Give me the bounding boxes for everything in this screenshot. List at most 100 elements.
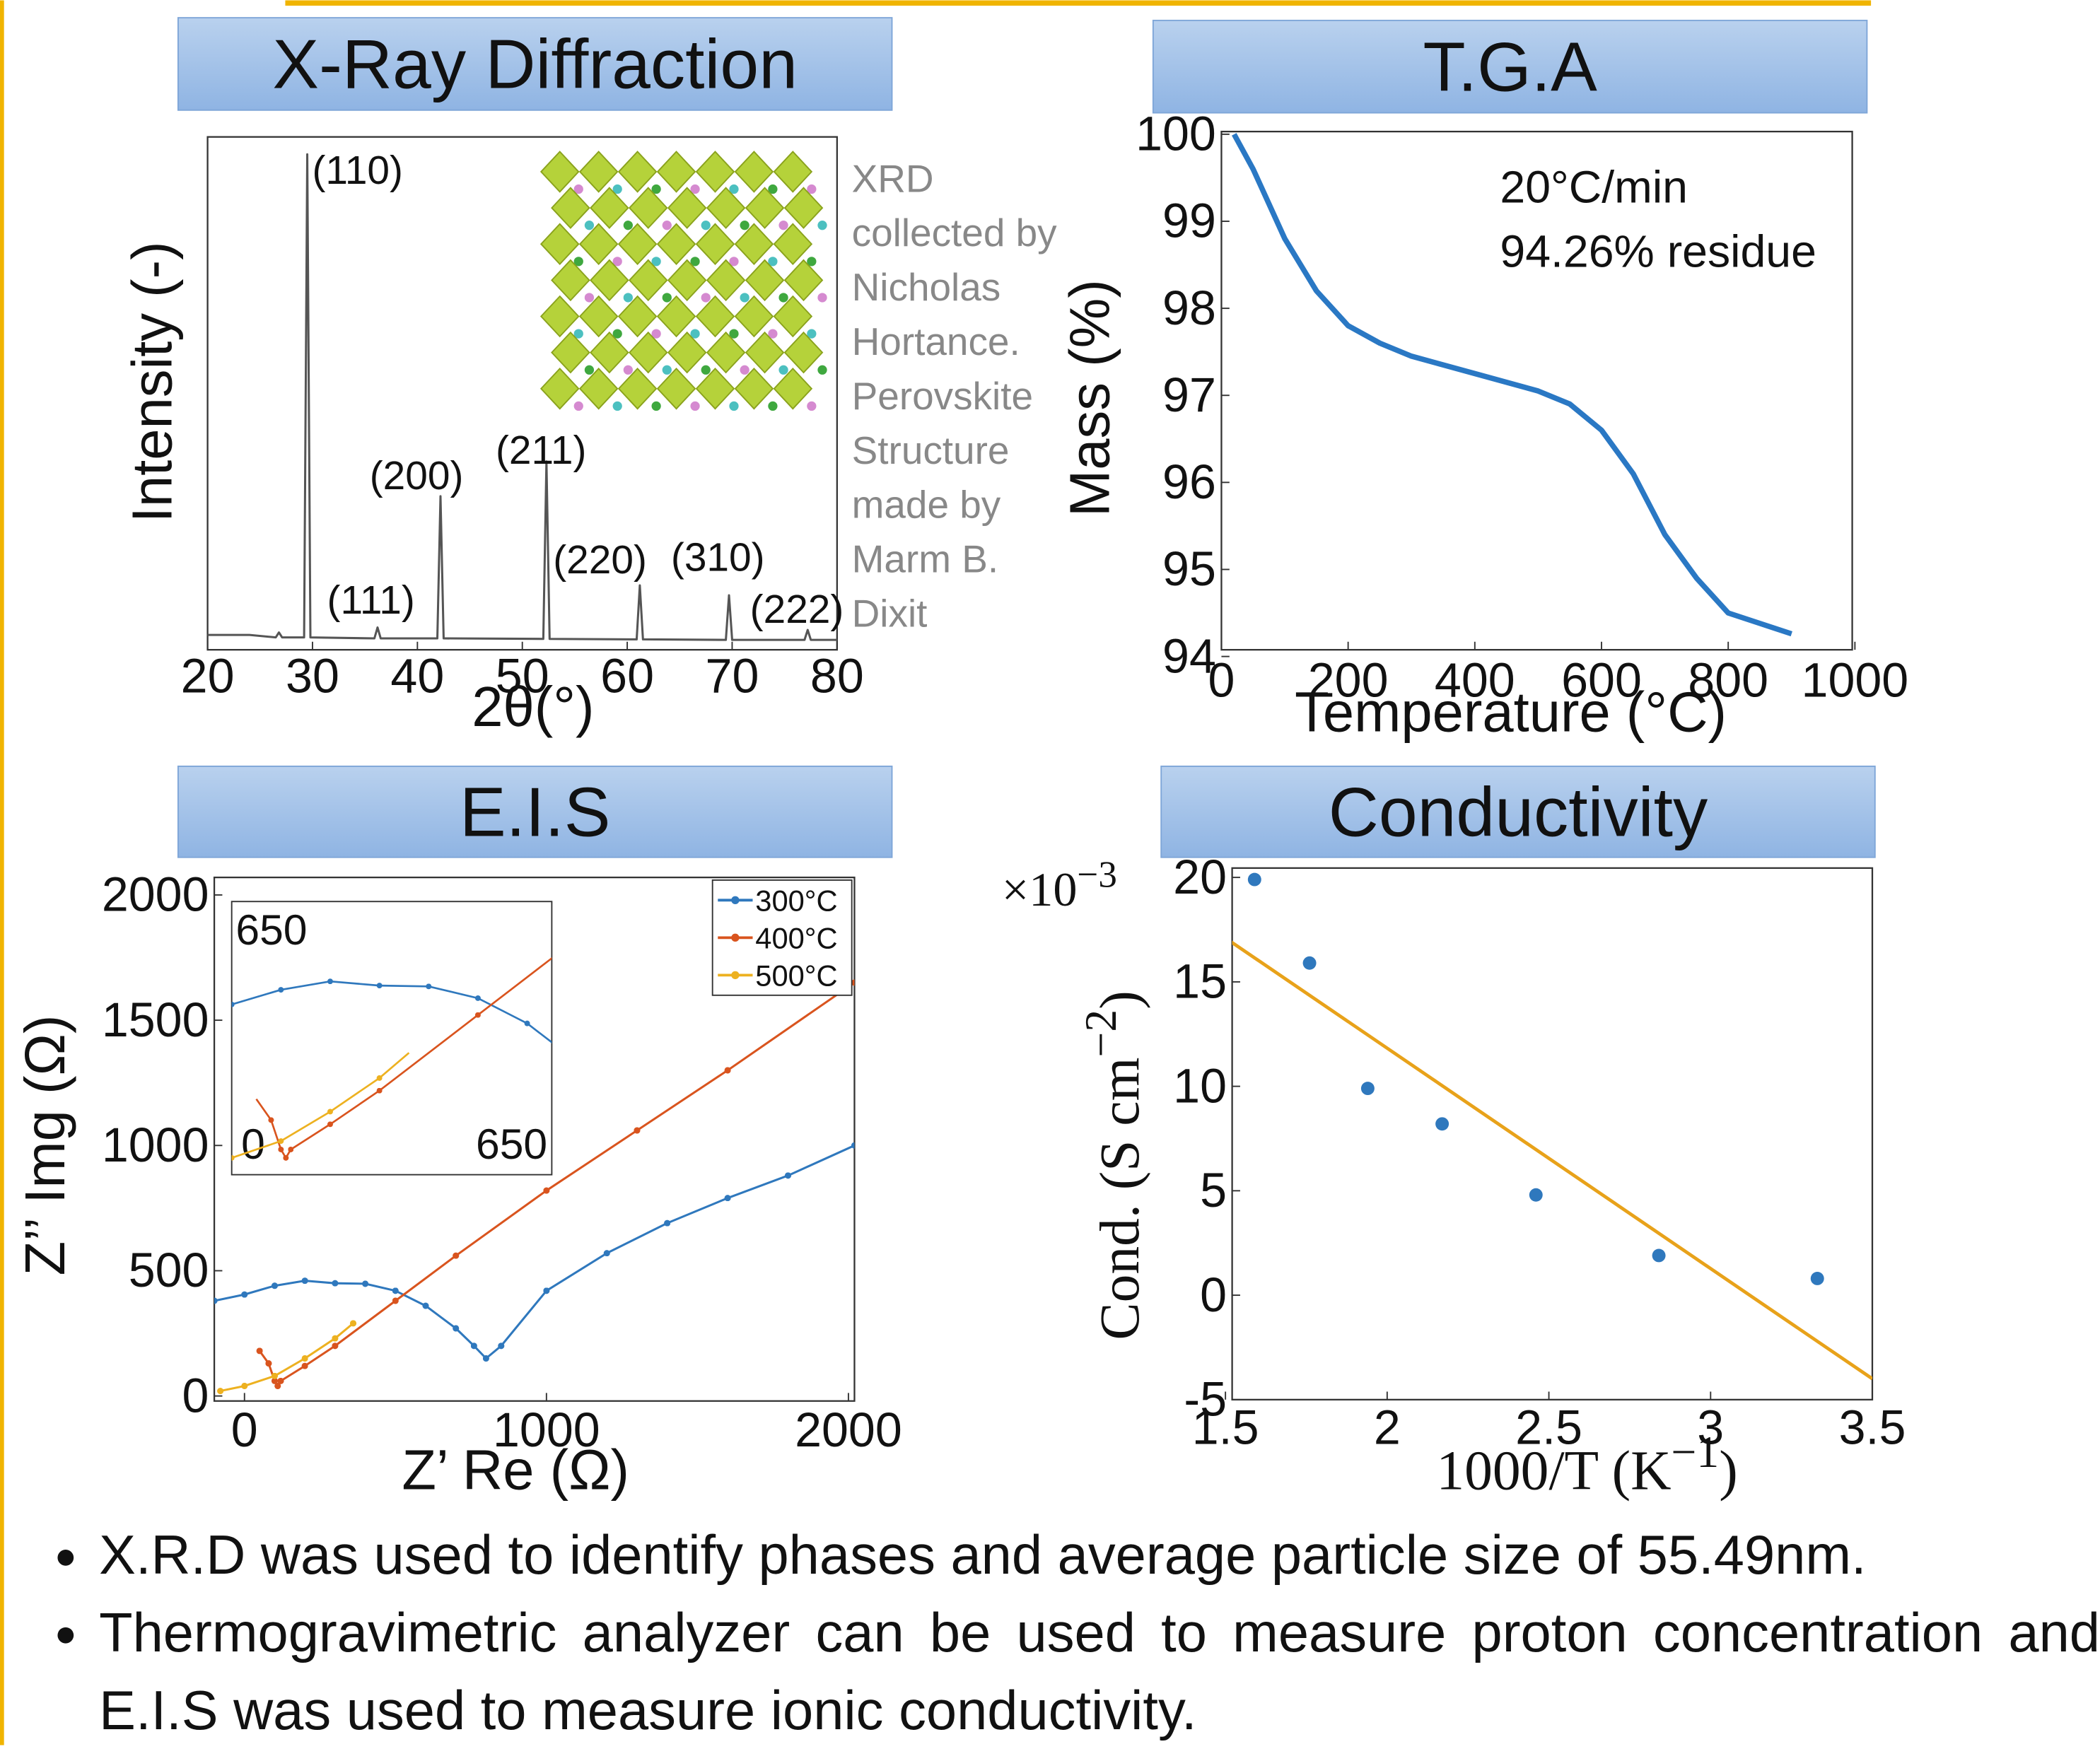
- peak-label: (211): [496, 428, 586, 473]
- atom: [662, 293, 672, 303]
- atom: [573, 257, 583, 267]
- data-line: [1232, 133, 1792, 637]
- label-superscript: −2: [1075, 1010, 1126, 1058]
- octahedron: [734, 295, 774, 338]
- note-text: Marm B.: [852, 537, 998, 581]
- x-tick-label: 800: [1688, 653, 1768, 707]
- x-tick-label: 1000: [493, 1403, 600, 1457]
- note-text: Structure: [852, 428, 1010, 472]
- octahedron: [706, 259, 746, 302]
- octahedron: [745, 259, 785, 302]
- atom: [690, 401, 700, 411]
- panel-header: [1160, 765, 1876, 858]
- y-tick-label: -5: [1184, 1373, 1227, 1427]
- left-rule: [0, 0, 4, 1745]
- axis-label: 1000/T (K−1): [1436, 1427, 1737, 1502]
- panel-title: E.I.S: [460, 773, 610, 850]
- x-tick-label: 2.5: [1515, 1400, 1582, 1454]
- atom: [768, 401, 778, 411]
- note-text: Nicholas: [852, 265, 1001, 309]
- atom: [778, 365, 788, 375]
- legend-label: 400°C: [755, 922, 837, 955]
- x-axis-label: 2θ(°): [472, 675, 594, 738]
- octahedron: [539, 223, 580, 266]
- atom: [573, 184, 583, 194]
- atom: [729, 257, 739, 267]
- y-tick-label: 20: [1173, 850, 1227, 904]
- data-point: [1435, 1117, 1449, 1131]
- atom: [612, 184, 622, 194]
- atom: [612, 257, 622, 267]
- peak-label: (111): [327, 578, 415, 623]
- octahedron: [667, 331, 707, 374]
- y-tick-label: 97: [1162, 368, 1216, 422]
- atom: [651, 401, 661, 411]
- label-text: ): [1089, 990, 1151, 1010]
- octahedron: [745, 187, 785, 229]
- atom: [584, 293, 595, 303]
- y-tick-label: 10: [1173, 1059, 1227, 1113]
- atom: [729, 184, 739, 194]
- octahedron: [617, 367, 658, 410]
- annotation: 20°C/min: [1500, 161, 1688, 212]
- octahedron: [734, 223, 774, 266]
- atom: [729, 329, 739, 339]
- octahedron: [539, 151, 580, 193]
- y-tick-label: 15: [1173, 955, 1227, 1009]
- x-tick-label: 2000: [795, 1403, 902, 1457]
- legend-label: 500°C: [755, 959, 837, 993]
- atom: [817, 293, 827, 303]
- atom: [740, 221, 749, 230]
- data-point: [1302, 956, 1317, 970]
- plot-frame: [213, 876, 856, 1402]
- atom: [662, 221, 672, 230]
- panel-title: Conductivity: [1329, 773, 1708, 850]
- octahedron: [734, 151, 774, 193]
- atom: [612, 329, 622, 339]
- atom: [584, 221, 595, 230]
- y-tick-label: 2000: [102, 868, 209, 922]
- data-line: [217, 1320, 357, 1395]
- y-tick-label: 1000: [102, 1118, 209, 1172]
- atom: [701, 221, 711, 230]
- x-tick-label: 40: [390, 650, 444, 703]
- note-text: Perovskite: [852, 374, 1033, 418]
- octahedron: [617, 151, 658, 193]
- data-point: [1652, 1248, 1666, 1263]
- data-point: [1529, 1188, 1543, 1202]
- label-text: 1000/T (K: [1436, 1440, 1671, 1502]
- label-superscript: −1: [1672, 1427, 1720, 1477]
- atom: [701, 365, 711, 375]
- bullet: Thermogravimetric analyzer can be used t…: [99, 1593, 2100, 1745]
- atom: [623, 293, 633, 303]
- atom: [807, 257, 817, 267]
- atom: [623, 365, 633, 375]
- atom: [573, 329, 583, 339]
- y-tick-label: 94: [1162, 629, 1216, 683]
- octahedron: [551, 331, 590, 374]
- octahedron: [734, 367, 774, 410]
- octahedron: [628, 187, 668, 229]
- atom: [768, 257, 778, 267]
- octahedron: [656, 367, 696, 410]
- annotation: 94.26% residue: [1500, 226, 1816, 276]
- y-tick-label: 500: [129, 1244, 209, 1297]
- peak-label: (310): [671, 535, 765, 580]
- multiplier-text: ×10: [1002, 862, 1078, 916]
- octahedron: [578, 223, 619, 266]
- peak-label: (222): [750, 587, 844, 632]
- atom: [701, 293, 711, 303]
- data-point: [1360, 1082, 1375, 1096]
- data-line: [214, 1142, 855, 1362]
- y-tick-label: 5: [1200, 1164, 1227, 1217]
- x-tick-label: 3.5: [1839, 1400, 1906, 1454]
- octahedron: [773, 295, 813, 338]
- legend-marker: [731, 896, 740, 905]
- octahedron: [628, 259, 668, 302]
- atom: [690, 257, 700, 267]
- inset-x-tick-label: 0: [241, 1120, 265, 1168]
- x-tick-label: 3: [1697, 1400, 1724, 1454]
- data-line: [207, 153, 837, 641]
- y-tick-label: 99: [1162, 194, 1216, 248]
